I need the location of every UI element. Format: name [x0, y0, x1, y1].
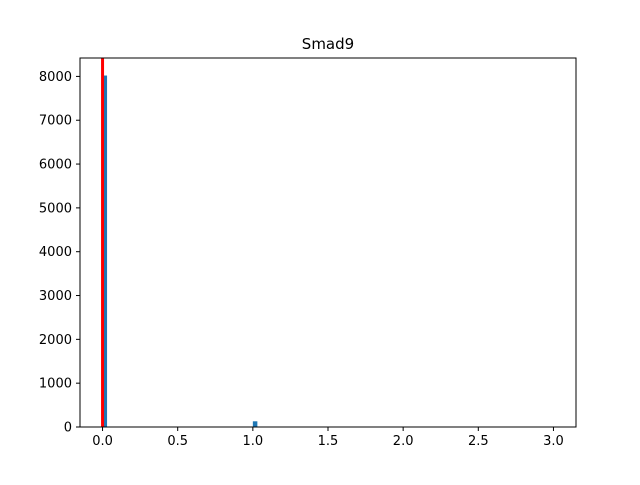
y-tick-label: 5000: [39, 201, 72, 216]
x-axis: 0.0 0.5 1.0 1.5 2.0 2.5 3.0: [92, 427, 564, 449]
x-tick-label: 1.5: [318, 434, 339, 449]
y-tick-label: 6000: [39, 158, 72, 173]
bars-layer: [102, 75, 258, 427]
y-tick-label: 8000: [39, 70, 72, 85]
plot-frame: [79, 57, 577, 428]
x-tick-label: 3.0: [543, 434, 564, 449]
y-tick-label: 1000: [39, 377, 72, 392]
y-tick-label: 7000: [39, 114, 72, 129]
y-tick-label: 0: [64, 421, 72, 436]
y-tick-label: 4000: [39, 245, 72, 260]
chart-title: Smad9: [302, 35, 354, 53]
x-tick-label: 1.0: [243, 434, 264, 449]
histogram-bar-0: [102, 75, 108, 427]
x-tick-label: 0.0: [92, 434, 113, 449]
histogram-bar-1: [252, 421, 258, 427]
y-tick-label: 2000: [39, 333, 72, 348]
x-tick-label: 0.5: [167, 434, 188, 449]
y-tick-label: 3000: [39, 289, 72, 304]
x-tick-label: 2.0: [393, 434, 414, 449]
x-tick-label: 2.5: [468, 434, 489, 449]
y-axis: 0 1000 2000 3000 4000 5000 6000 7000 8000: [39, 70, 80, 436]
